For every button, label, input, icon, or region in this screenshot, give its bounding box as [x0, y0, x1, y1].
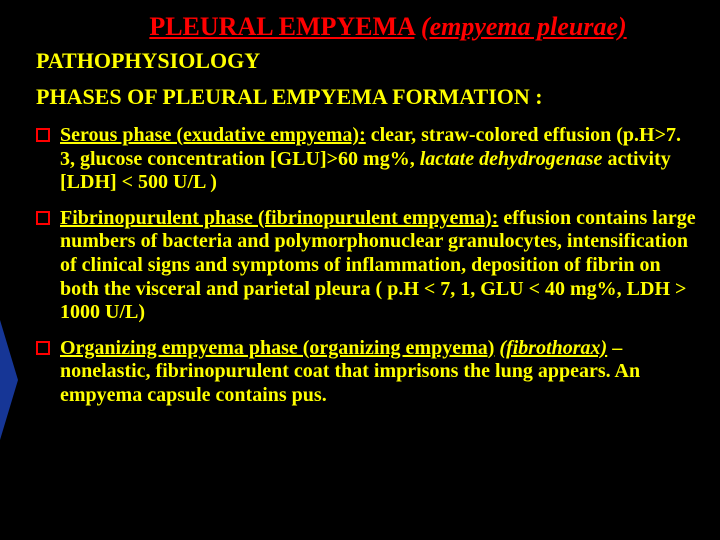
- phase-fibrothorax: (fibrothorax): [499, 337, 607, 359]
- bullet-serous: Serous phase (exudative empyema): clear,…: [36, 124, 700, 195]
- heading-pathophysiology: PATHOPHYSIOLOGY: [36, 48, 700, 74]
- phase-lead: Organizing empyema phase (organizing emp…: [60, 337, 494, 359]
- square-bullet-icon: [36, 341, 50, 355]
- phase-lead: Serous phase (exudative empyema):: [60, 124, 366, 146]
- bullet-organizing: Organizing empyema phase (organizing emp…: [36, 337, 700, 408]
- bullet-text: Organizing empyema phase (organizing emp…: [60, 337, 700, 408]
- square-bullet-icon: [36, 211, 50, 225]
- decorative-accent: [0, 320, 18, 440]
- heading-phases: PHASES OF PLEURAL EMPYEMA FORMATION :: [36, 84, 700, 110]
- slide-title: PLEURAL EMPYEMA (empyema pleurae): [76, 12, 700, 42]
- bullet-text: Serous phase (exudative empyema): clear,…: [60, 124, 700, 195]
- phase-lead: Fibrinopurulent phase (fibrinopurulent e…: [60, 207, 498, 229]
- slide: PLEURAL EMPYEMA (empyema pleurae) PATHOP…: [0, 0, 720, 540]
- bullet-fibrinopurulent: Fibrinopurulent phase (fibrinopurulent e…: [36, 207, 700, 325]
- bullet-text: Fibrinopurulent phase (fibrinopurulent e…: [60, 207, 700, 325]
- phase-ital: lactate dehydrogenase: [420, 148, 603, 170]
- square-bullet-icon: [36, 128, 50, 142]
- title-paren: (empyema pleurae): [421, 12, 627, 41]
- title-main: PLEURAL EMPYEMA: [149, 12, 414, 41]
